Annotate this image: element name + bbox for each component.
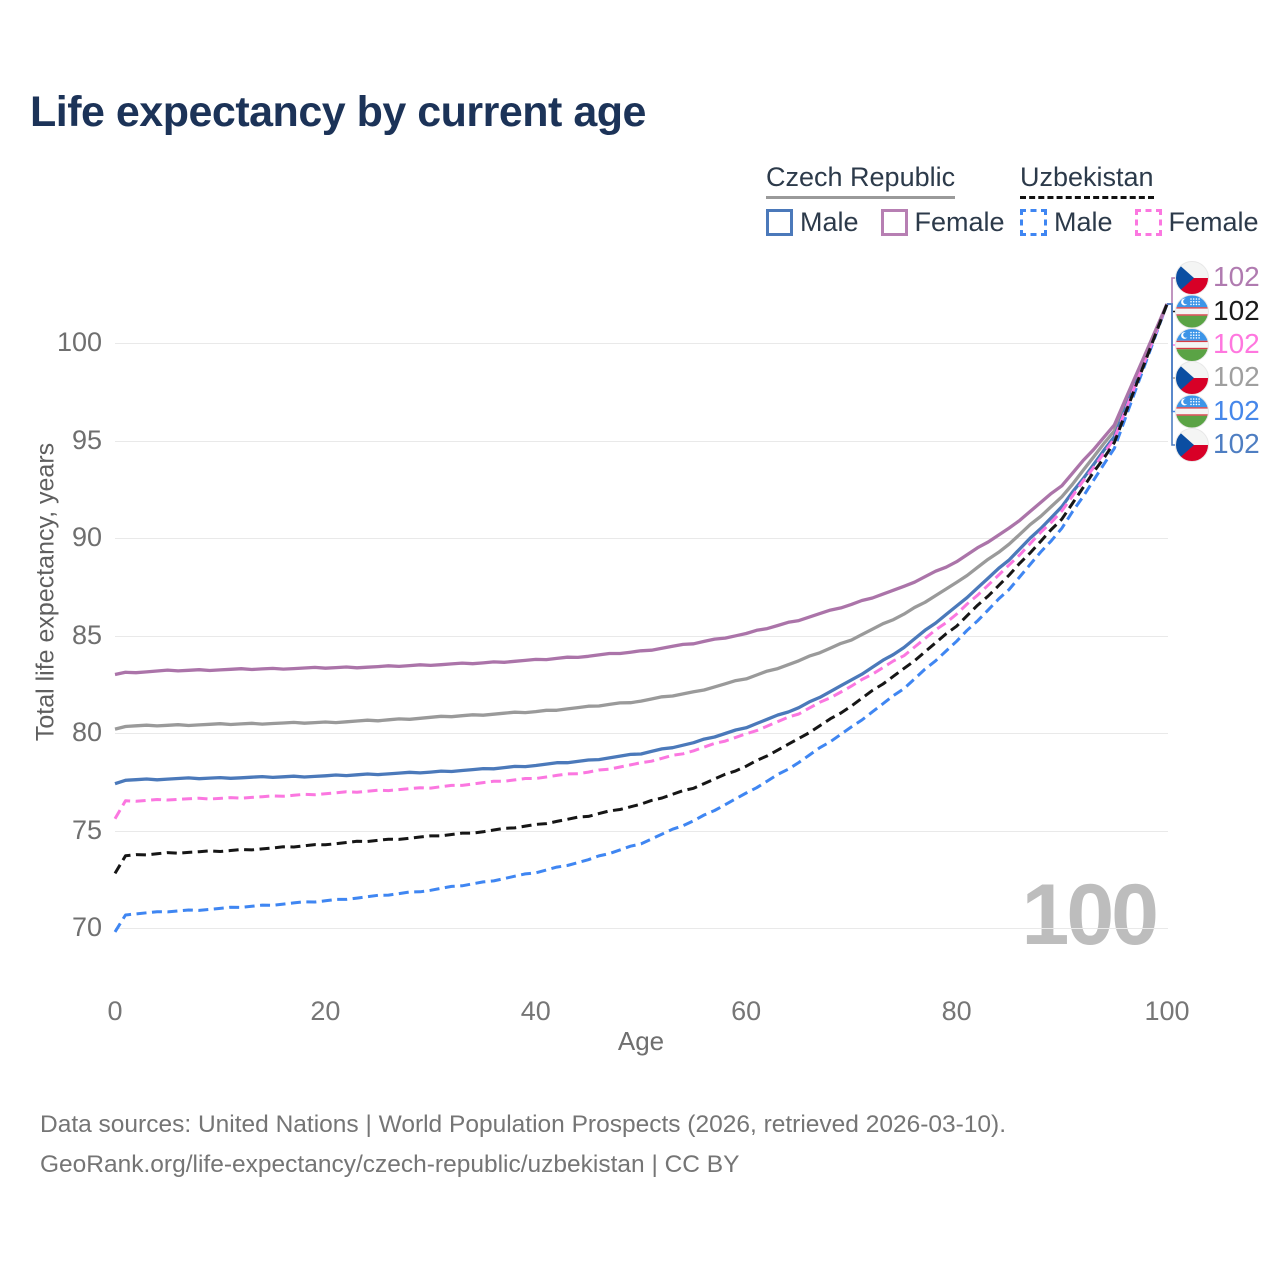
y-axis-title: Total life expectancy, years [31, 442, 60, 742]
legend-item-label: Male [800, 207, 859, 237]
series-line-czech-republic-male [114, 303, 1169, 786]
legend-item-uzbekistan-female[interactable]: Female [1134, 207, 1259, 238]
x-tick-label: 100 [1144, 996, 1190, 1026]
y-tick-label: 90 [71, 522, 102, 552]
gridline [115, 928, 1168, 929]
legend-item-label: Female [1168, 207, 1259, 237]
gridline [115, 538, 1168, 539]
flag-uz-icon [1175, 394, 1209, 429]
legend-country-heading: Uzbekistan [1020, 162, 1154, 199]
series-line-uzbekistan-both [113, 303, 1169, 875]
y-tick-label: 75 [71, 814, 102, 845]
x-tick-label: 40 [520, 996, 551, 1026]
legend-country-heading: Czech Republic [766, 162, 956, 199]
leader-line [1167, 303, 1178, 313]
gridline [115, 830, 1168, 832]
legend-swatch-icon [880, 209, 908, 236]
x-tick-label: 60 [731, 996, 762, 1026]
series-line-uzbekistan-male [113, 303, 1169, 933]
legend-item-czech-republic-female[interactable]: Female [880, 207, 1005, 238]
leader-line [1167, 303, 1178, 413]
leader-line [1167, 303, 1178, 379]
flag-uz-icon [1175, 328, 1209, 362]
series-line-uzbekistan-female [113, 303, 1169, 820]
series-line-czech-republic-both [114, 303, 1169, 731]
legend-item-uzbekistan-male[interactable]: Male [1020, 207, 1113, 238]
y-tick-label: 70 [71, 912, 102, 942]
y-tick-label: 80 [71, 717, 102, 747]
gridline [115, 635, 1168, 637]
page-title: Life expectancy by current age [30, 88, 646, 136]
footer: Data sources: United Nations | World Pop… [40, 1105, 1006, 1185]
legend-item-label: Male [1054, 207, 1113, 237]
flag-cz-icon [1175, 428, 1209, 462]
data-source-note: Data sources: United Nations | World Pop… [40, 1111, 1007, 1138]
gridline [115, 440, 1168, 442]
attribution-note: GeoRank.org/life-expectancy/czech-republ… [40, 1151, 740, 1178]
legend-item-label: Female [914, 207, 1005, 237]
gridline [115, 733, 1168, 734]
y-tick-label: 95 [71, 424, 102, 455]
legend-group-uzbekistan: Uzbekistan Male Female [1020, 162, 1259, 238]
gridline [115, 343, 1168, 344]
end-value-label: 102 [1213, 328, 1260, 359]
flag-cz-icon [1175, 261, 1209, 295]
series-line-czech-republic-female [114, 303, 1169, 677]
x-tick-label: 80 [941, 996, 972, 1026]
legend-swatch-icon [1134, 209, 1162, 236]
end-value-label: 102 [1213, 261, 1260, 292]
end-value-label: 102 [1213, 428, 1260, 459]
flag-uz-icon [1175, 294, 1209, 329]
leader-line [1167, 303, 1178, 346]
x-tick-label: 20 [310, 996, 341, 1026]
current-age-watermark: 100 [1021, 867, 1160, 963]
legend-group-czech-republic: Czech Republic Male Female [766, 162, 1005, 238]
end-value-label: 102 [1213, 394, 1260, 426]
x-tick-label: 0 [107, 996, 123, 1026]
end-value-label: 102 [1213, 361, 1260, 392]
y-tick-label: 85 [71, 619, 102, 650]
end-value-label: 102 [1213, 294, 1260, 326]
x-axis-title: Age [617, 1026, 665, 1056]
y-tick-label: 100 [56, 327, 102, 357]
leader-line [1167, 277, 1178, 305]
legend-swatch-icon [766, 209, 793, 236]
legend-swatch-icon [1020, 209, 1047, 236]
flag-cz-icon [1175, 361, 1209, 395]
leader-line [1167, 303, 1178, 446]
legend-item-czech-republic-male[interactable]: Male [766, 207, 859, 238]
